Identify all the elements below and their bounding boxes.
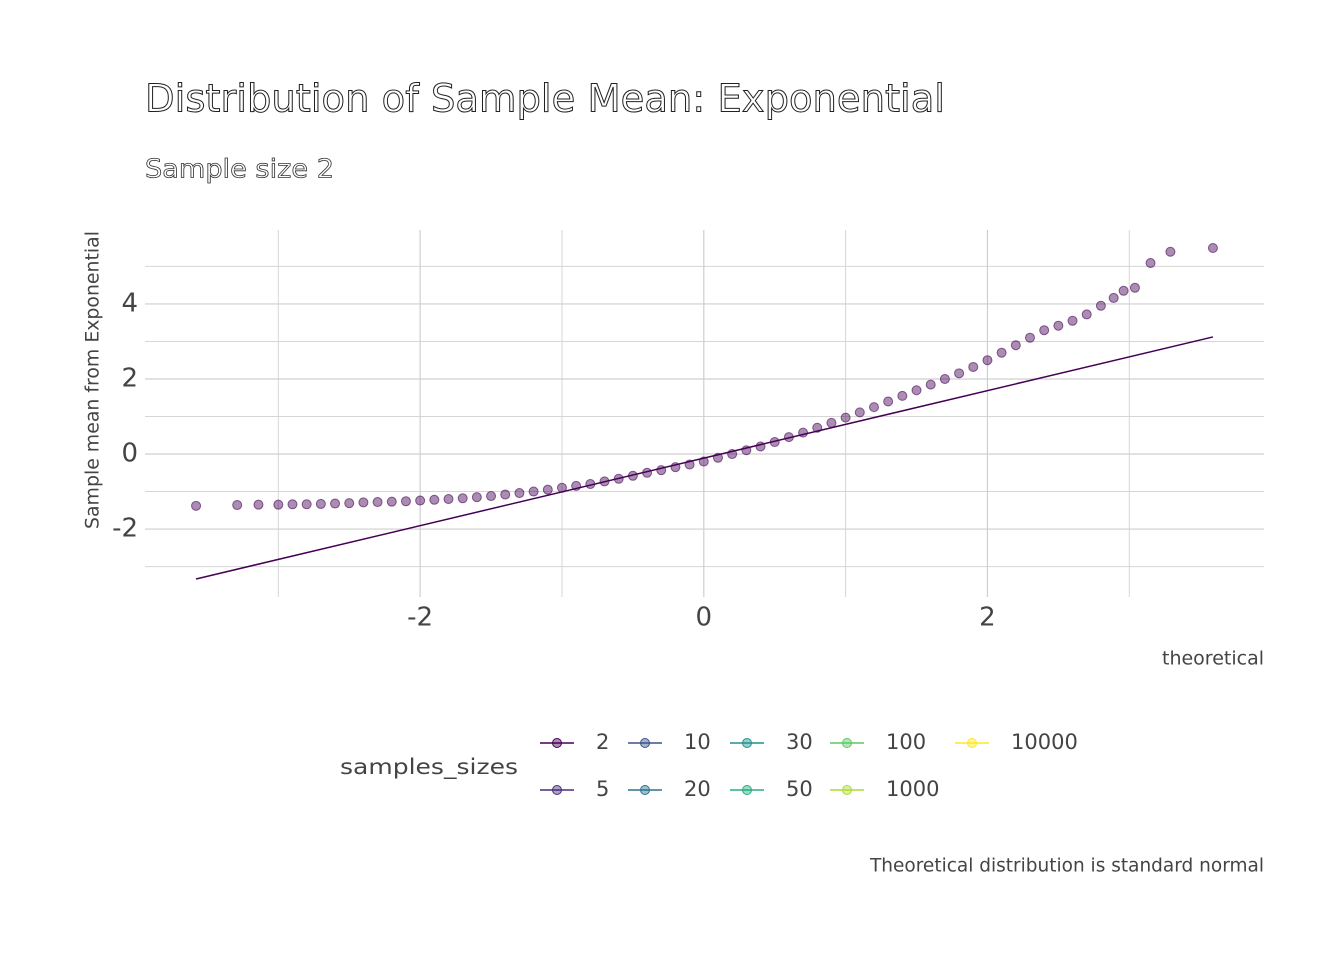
point: [939, 373, 950, 384]
legend-key-point: [967, 738, 977, 748]
point: [868, 402, 879, 413]
legend-label: 2: [596, 730, 609, 754]
point: [1039, 325, 1050, 336]
point: [415, 495, 426, 506]
point: [344, 498, 355, 509]
legend-title: samples_sizes: [340, 755, 518, 780]
point: [954, 368, 965, 379]
point: [400, 496, 411, 507]
legend-label: 10: [684, 730, 711, 754]
chart-subtitle: Sample size 2: [145, 155, 334, 185]
point: [273, 499, 284, 510]
point: [191, 500, 202, 511]
x-tick-label: 0: [696, 603, 713, 633]
point: [287, 499, 298, 510]
point: [429, 494, 440, 505]
point: [982, 355, 993, 366]
point: [1118, 285, 1129, 296]
legend-key-point: [842, 785, 852, 795]
point: [358, 497, 369, 508]
point: [1108, 292, 1119, 303]
point: [514, 488, 525, 499]
legend-key-point: [842, 738, 852, 748]
point: [1165, 246, 1176, 257]
legend-key-point: [640, 738, 650, 748]
point: [911, 385, 922, 396]
legend-label: 1000: [886, 777, 939, 801]
point: [840, 412, 851, 423]
legend-key-point: [742, 738, 752, 748]
point: [1053, 320, 1064, 331]
point: [996, 347, 1007, 358]
point: [542, 484, 553, 495]
point: [1095, 300, 1106, 311]
chart-title: Distribution of Sample Mean: Exponential: [145, 77, 945, 121]
reference-line: [195, 336, 1214, 580]
point: [883, 396, 894, 407]
legend-label: 100: [886, 730, 926, 754]
point: [1010, 340, 1021, 351]
legend-label: 10000: [1011, 730, 1078, 754]
point: [826, 417, 837, 428]
legend-key-point: [552, 785, 562, 795]
point: [528, 486, 539, 497]
legend-label: 50: [786, 777, 813, 801]
legend-label: 30: [786, 730, 813, 754]
point: [471, 492, 482, 503]
legend-key-point: [640, 785, 650, 795]
y-tick-label: 2: [121, 363, 138, 393]
y-tick-label: 0: [121, 439, 138, 469]
point: [457, 493, 468, 504]
point: [1081, 309, 1092, 320]
y-axis-label: Sample mean from Exponential: [82, 231, 104, 529]
legend-key-point: [552, 738, 562, 748]
point: [854, 407, 865, 418]
point: [443, 494, 454, 505]
point: [315, 498, 326, 509]
legend-label: 5: [596, 777, 609, 801]
x-tick-label: 2: [979, 603, 996, 633]
point: [486, 491, 497, 502]
point: [500, 489, 511, 500]
point: [1145, 258, 1156, 269]
point: [253, 499, 264, 510]
point: [1129, 282, 1140, 293]
point: [897, 390, 908, 401]
legend-label: 20: [684, 777, 711, 801]
legend-key-point: [742, 785, 752, 795]
caption: Theoretical distribution is standard nor…: [869, 855, 1264, 877]
point: [1024, 332, 1035, 343]
x-axis-label: theoretical: [1162, 648, 1264, 670]
point: [301, 499, 312, 510]
y-tick-label: -2: [112, 514, 138, 544]
point: [1207, 243, 1218, 254]
point: [386, 496, 397, 507]
point: [925, 379, 936, 390]
point: [372, 497, 383, 508]
point: [232, 500, 243, 511]
point: [968, 361, 979, 372]
y-tick-label: 4: [121, 288, 138, 318]
point: [330, 498, 341, 509]
point: [1067, 315, 1078, 326]
x-tick-label: -2: [407, 603, 433, 633]
